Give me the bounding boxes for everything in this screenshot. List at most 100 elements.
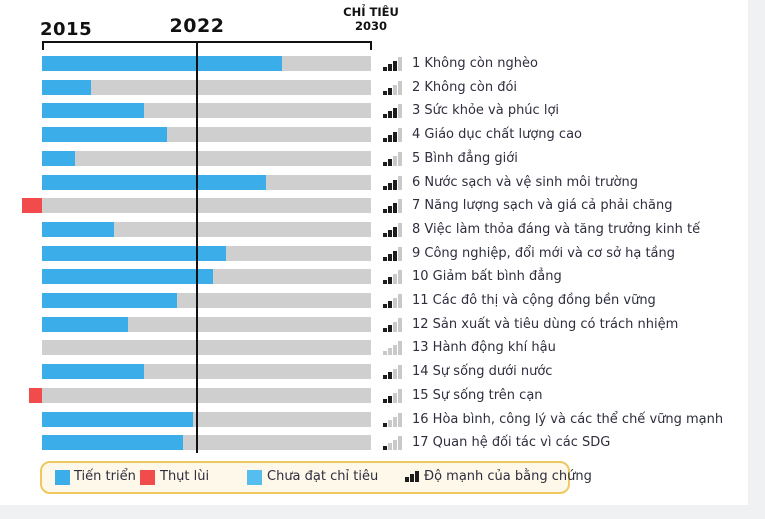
evidence-strength-icon	[383, 57, 402, 71]
timeline-line-2022	[196, 41, 198, 453]
evidence-bar-dark	[383, 209, 387, 214]
evidence-bar-dark	[383, 138, 387, 143]
evidence-bar-dark	[393, 132, 397, 143]
evidence-bar-dark	[388, 277, 392, 285]
evidence-bar-light	[398, 412, 402, 427]
goal-label: 5 Bình đẳng giới	[412, 150, 518, 166]
evidence-strength-icon	[383, 270, 402, 285]
evidence-bar-dark	[388, 301, 392, 308]
goal-label: 6 Nước sạch và vệ sinh môi trường	[412, 174, 638, 190]
evidence-bar-dark	[388, 324, 392, 332]
evidence-bar-dark	[383, 161, 387, 166]
evidence-bar-light	[388, 419, 392, 427]
evidence-bar-dark	[383, 446, 387, 451]
target-label-line1: CHỈ TIÊU	[343, 5, 399, 19]
goal-label: 7 Năng lượng sạch và giá cả phải chăng	[412, 198, 673, 214]
goal-regress-bar	[22, 198, 42, 214]
legend-label-evidence: Độ mạnh của bằng chứng	[424, 469, 592, 484]
goal-label: 15 Sự sống trên cạn	[412, 387, 543, 403]
bottom-edge-strip	[0, 505, 765, 519]
evidence-bar-light	[398, 175, 402, 190]
evidence-strength-icon	[383, 222, 402, 237]
evidence-bar-dark	[383, 185, 387, 190]
evidence-bar-light	[398, 436, 402, 451]
evidence-strength-icon	[383, 317, 402, 332]
evidence-bar-dark	[383, 114, 387, 119]
evidence-bar-light	[393, 321, 397, 332]
evidence-bar-dark	[383, 398, 387, 403]
axis-label-target-2030: CHỈ TIÊU 2030	[330, 5, 412, 33]
goal-label: 13 Hành động khí hậu	[412, 340, 556, 356]
evidence-bar-dark	[393, 203, 397, 214]
evidence-bar-light	[393, 298, 397, 308]
evidence-bar-light	[398, 199, 402, 214]
axis-label-2022: 2022	[169, 15, 225, 37]
evidence-bar-dark	[393, 250, 397, 261]
goal-progress-bar	[42, 269, 213, 285]
evidence-strength-icon	[383, 104, 402, 119]
evidence-bar-light	[398, 104, 402, 119]
goal-track	[42, 150, 371, 166]
goal-label: 8 Việc làm thỏa đáng và tăng trưởng kinh…	[412, 221, 701, 237]
evidence-strength-icon	[383, 341, 402, 356]
evidence-bar-dark	[388, 229, 392, 237]
evidence-strength-legend-icon	[405, 471, 419, 482]
goal-progress-bar	[42, 150, 75, 166]
goal-track	[42, 340, 371, 356]
evidence-bar-dark	[388, 206, 392, 214]
evidence-bar-dark	[388, 87, 392, 95]
evidence-strength-icon	[383, 388, 402, 403]
evidence-bar-light	[398, 222, 402, 237]
evidence-bar-light	[398, 57, 402, 71]
evidence-bar-dark	[410, 474, 414, 482]
timeline-tick-2030	[370, 41, 372, 50]
evidence-bar-dark	[388, 182, 392, 190]
evidence-bar-light	[398, 151, 402, 166]
goal-label: 4 Giáo dục chất lượng cao	[412, 127, 582, 143]
goal-label: 16 Hòa bình, công lý và các thể chế vững…	[412, 411, 724, 427]
legend-swatch-progress	[55, 470, 70, 485]
evidence-bar-light	[393, 274, 397, 285]
evidence-bar-dark	[393, 108, 397, 119]
evidence-bar-light	[398, 246, 402, 261]
goal-track	[42, 198, 371, 214]
target-label-line2: 2030	[354, 18, 387, 33]
goal-track	[42, 221, 371, 237]
goal-progress-bar	[42, 174, 266, 190]
evidence-strength-icon	[383, 128, 402, 143]
evidence-bar-dark	[383, 232, 387, 237]
evidence-strength-icon	[383, 294, 402, 308]
evidence-bar-dark	[388, 111, 392, 119]
evidence-strength-icon	[383, 175, 402, 190]
goal-progress-bar	[42, 293, 177, 308]
goal-label: 17 Quan hệ đối tác vì các SDG	[412, 435, 611, 451]
timeline-tick-2015	[42, 41, 44, 50]
goal-progress-bar	[42, 364, 144, 380]
evidence-strength-icon	[383, 436, 402, 451]
goal-label: 2 Không còn đói	[412, 79, 518, 95]
goal-label: 10 Giảm bất bình đẳng	[412, 269, 562, 285]
evidence-bar-light	[393, 345, 397, 356]
axis-label-2015: 2015	[40, 19, 93, 40]
evidence-bar-dark	[393, 179, 397, 190]
goal-progress-bar	[42, 221, 114, 237]
goal-progress-bar	[42, 411, 193, 427]
evidence-bar-dark	[383, 256, 387, 261]
evidence-bar-light	[398, 388, 402, 403]
evidence-bar-light	[383, 351, 387, 356]
evidence-strength-icon	[383, 199, 402, 214]
right-edge-strip	[748, 0, 765, 519]
legend-swatch-regress	[140, 470, 155, 485]
evidence-bar-light	[388, 443, 392, 451]
goal-progress-bar	[42, 103, 144, 119]
evidence-bar-light	[388, 348, 392, 356]
legend-label-regress: Thụt lùi	[160, 469, 210, 484]
goal-label: 1 Không còn nghèo	[412, 56, 538, 71]
goal-label: 9 Công nghiệp, đổi mới và cơ sở hạ tầng	[412, 245, 676, 261]
goal-progress-bar	[42, 245, 226, 261]
evidence-bar-light	[398, 365, 402, 380]
evidence-bar-dark	[383, 422, 387, 427]
evidence-bar-dark	[383, 280, 387, 285]
evidence-bar-dark	[415, 471, 419, 482]
